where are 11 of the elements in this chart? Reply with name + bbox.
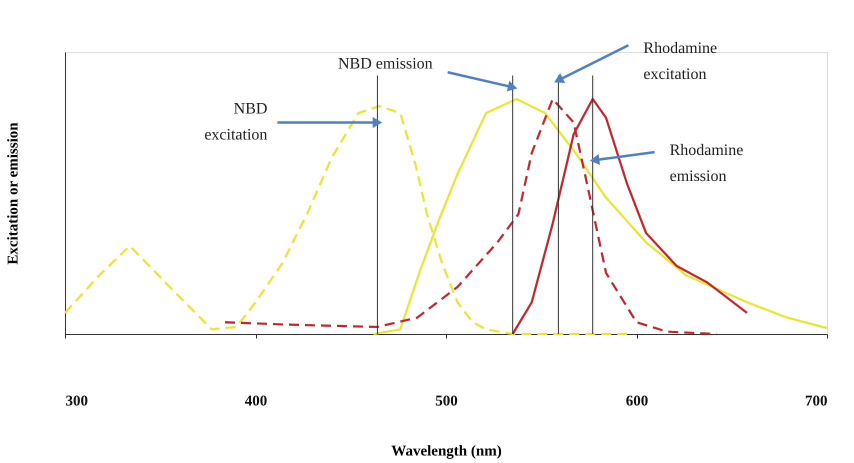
x-tick-label: 400 [244,394,268,410]
annotation: Rhodamine excitation [643,40,718,84]
x-tick-label: 600 [626,394,648,410]
annotation: Rhodamine emission [670,142,744,186]
x-tick-label: 500 [435,394,458,410]
x-tick-label: 300 [66,394,88,410]
annotation: NBD excitation [204,100,268,144]
annotation: NBD emission [338,55,433,72]
x-axis-title: Wavelength (nm) [391,444,502,460]
x-tick-label: 700 [805,394,828,410]
y-axis-title: Excitation or emission [6,122,22,265]
